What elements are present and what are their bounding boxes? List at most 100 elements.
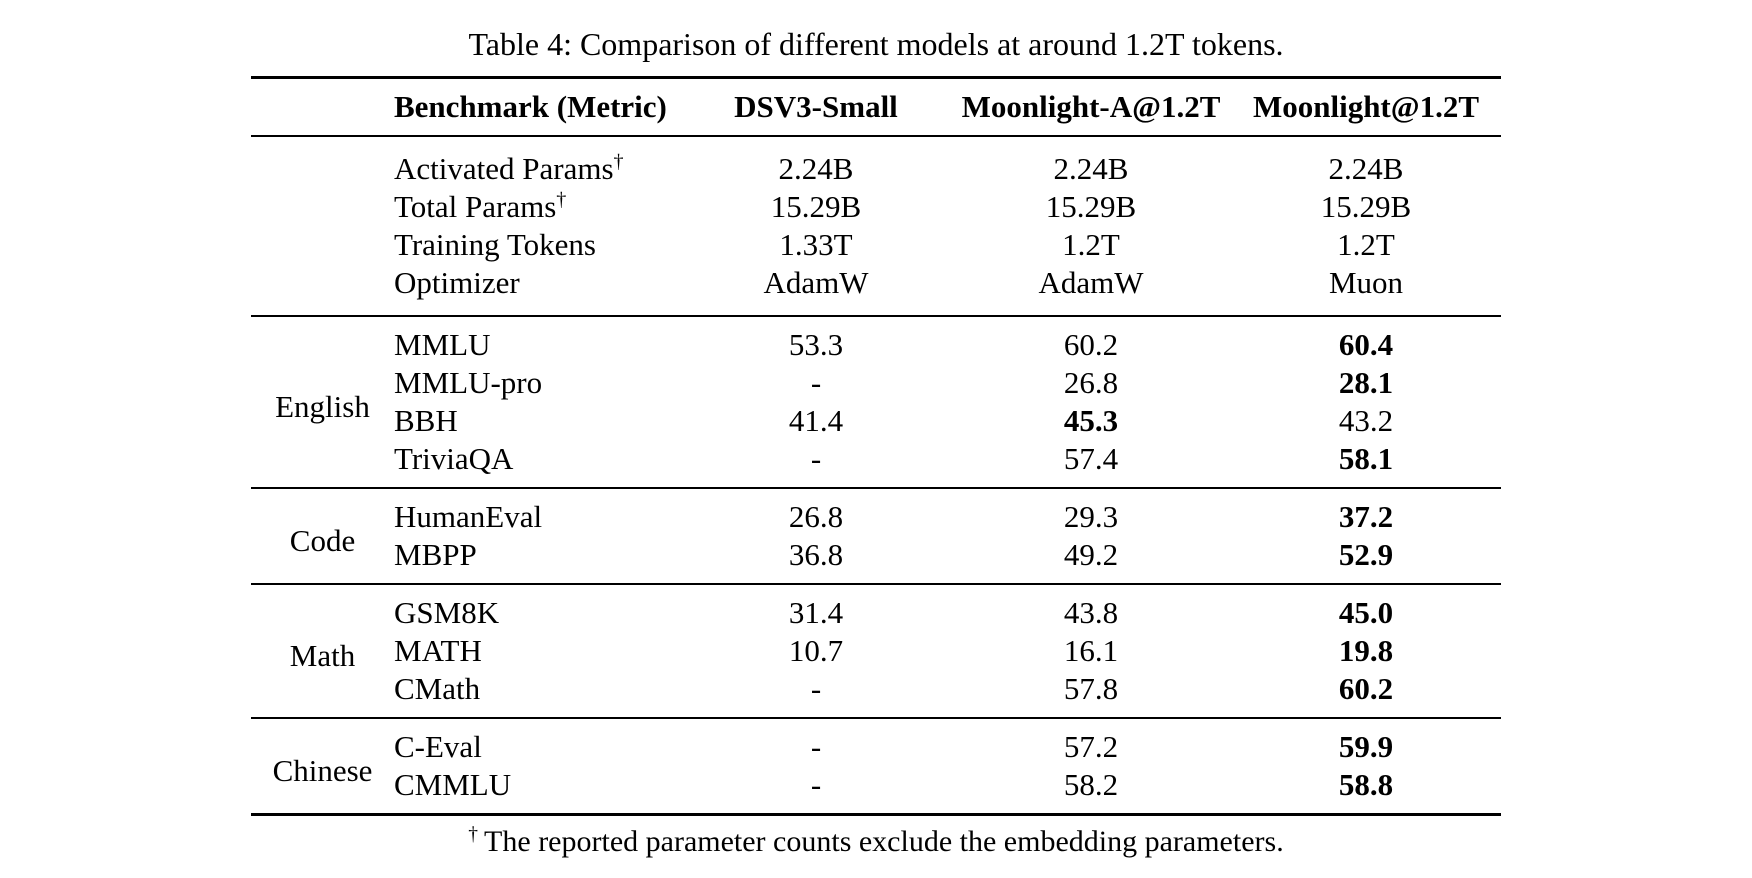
metric-value: - <box>810 365 822 400</box>
metric-value: 26.8 <box>788 499 844 534</box>
header-group <box>251 78 394 137</box>
metric-value: - <box>810 671 822 706</box>
table-row: Math GSM8K 31.4 43.8 45.0 <box>251 584 1501 673</box>
table-row: Total Params† 15.29B 15.29B 15.29B <box>251 188 1501 226</box>
header-moonlight-a: Moonlight-A@1.2T <box>961 89 1221 124</box>
metric-value: 36.8 <box>788 537 844 572</box>
metric-value: 60.2 <box>1338 671 1394 706</box>
benchmark-label: MMLU <box>394 327 491 362</box>
metric-value: 37.2 <box>1338 499 1394 534</box>
metric-value: - <box>810 729 822 764</box>
metric-value: 43.2 <box>1338 403 1394 438</box>
table-row: CMMLU - 58.2 58.8 <box>251 766 1501 815</box>
metric-value: Muon <box>1328 265 1404 300</box>
metric-value: 45.0 <box>1338 595 1394 630</box>
table-row: MATH 10.7 16.1 19.8 <box>251 632 1501 670</box>
metric-value: 57.8 <box>1063 671 1119 706</box>
benchmark-label: Optimizer <box>394 265 520 300</box>
section-math: Math GSM8K 31.4 43.8 45.0 MATH 10.7 16.1… <box>251 584 1501 718</box>
metric-value: - <box>810 767 822 802</box>
benchmark-label: Activated Params† <box>394 150 624 186</box>
metric-value: 52.9 <box>1338 537 1394 572</box>
metric-value: 58.2 <box>1063 767 1119 802</box>
metric-value: 57.2 <box>1063 729 1119 764</box>
metric-value: 1.33T <box>779 227 853 262</box>
metric-value: 2.24B <box>1053 151 1129 186</box>
section-params: Activated Params† 2.24B 2.24B 2.24B Tota… <box>251 136 1501 316</box>
metric-value: 15.29B <box>770 189 862 224</box>
metric-value: 45.3 <box>1063 403 1119 438</box>
table-header: Benchmark (Metric) DSV3-Small Moonlight-… <box>251 78 1501 137</box>
group-label: English <box>275 388 370 424</box>
benchmark-label: MMLU-pro <box>394 365 543 400</box>
group-label: Code <box>289 522 356 558</box>
header-benchmark: Benchmark (Metric) <box>394 89 667 124</box>
benchmark-label: CMMLU <box>394 767 512 802</box>
table-row: CMath - 57.8 60.2 <box>251 670 1501 718</box>
benchmark-label: TriviaQA <box>394 441 514 476</box>
metric-value: 1.2T <box>1062 227 1120 262</box>
metric-value: 60.2 <box>1063 327 1119 362</box>
table-row: English MMLU 53.3 60.2 60.4 <box>251 316 1501 424</box>
metric-value: 59.9 <box>1338 729 1394 764</box>
benchmark-label: BBH <box>394 403 458 438</box>
metric-value: 19.8 <box>1338 633 1394 668</box>
group-label <box>251 136 394 316</box>
comparison-table: Benchmark (Metric) DSV3-Small Moonlight-… <box>251 76 1501 816</box>
table-row: Code HumanEval 26.8 29.3 37.2 <box>251 488 1501 558</box>
metric-value: 43.8 <box>1063 595 1119 630</box>
footnote-text: The reported parameter counts exclude th… <box>484 825 1284 858</box>
metric-value: 29.3 <box>1063 499 1119 534</box>
benchmark-label: GSM8K <box>394 595 500 630</box>
metric-value: 2.24B <box>778 151 854 186</box>
metric-value: 15.29B <box>1045 189 1137 224</box>
table-row: Chinese C-Eval - 57.2 59.9 <box>251 718 1501 788</box>
benchmark-label: MBPP <box>394 537 477 572</box>
metric-value: 10.7 <box>788 633 844 668</box>
dagger-mark: † <box>468 824 479 845</box>
metric-value: 49.2 <box>1063 537 1119 572</box>
metric-value: 41.4 <box>788 403 844 438</box>
table-row: Activated Params† 2.24B 2.24B 2.24B <box>251 136 1501 188</box>
table-footnote: † The reported parameter counts exclude t… <box>0 824 1752 860</box>
table-row: BBH 41.4 45.3 43.2 <box>251 402 1501 440</box>
dagger-mark: † <box>613 150 624 173</box>
metric-value: 58.1 <box>1338 441 1394 476</box>
table-row: MBPP 36.8 49.2 52.9 <box>251 536 1501 584</box>
section-english: English MMLU 53.3 60.2 60.4 MMLU-pro - 2… <box>251 316 1501 488</box>
header-moonlight: Moonlight@1.2T <box>1252 89 1480 124</box>
dagger-mark: † <box>556 188 567 211</box>
table-row: Optimizer AdamW AdamW Muon <box>251 264 1501 316</box>
metric-value: 58.8 <box>1338 767 1394 802</box>
metric-value: AdamW <box>1038 265 1144 300</box>
metric-value: 1.2T <box>1337 227 1395 262</box>
metric-value: 31.4 <box>788 595 844 630</box>
metric-value: 2.24B <box>1328 151 1404 186</box>
metric-value: 16.1 <box>1063 633 1119 668</box>
group-label: Chinese <box>272 752 373 788</box>
metric-value: - <box>810 441 822 476</box>
section-code: Code HumanEval 26.8 29.3 37.2 MBPP 36.8 … <box>251 488 1501 584</box>
benchmark-label: C-Eval <box>394 729 482 764</box>
metric-value: 28.1 <box>1338 365 1394 400</box>
metric-value: AdamW <box>763 265 869 300</box>
table-caption: Table 4: Comparison of different models … <box>468 26 1284 62</box>
group-label: Math <box>289 637 356 673</box>
header-dsv3-small: DSV3-Small <box>734 89 898 124</box>
benchmark-label: MATH <box>394 633 482 668</box>
metric-value: 15.29B <box>1320 189 1412 224</box>
benchmark-label: Training Tokens <box>394 227 596 262</box>
metric-value: 53.3 <box>788 327 844 362</box>
benchmark-label: Total Params† <box>394 188 567 224</box>
benchmark-label: CMath <box>394 671 481 706</box>
table-row: TriviaQA - 57.4 58.1 <box>251 440 1501 488</box>
benchmark-label: HumanEval <box>394 499 543 534</box>
section-chinese: Chinese C-Eval - 57.2 59.9 CMMLU - 58.2 … <box>251 718 1501 815</box>
metric-value: 60.4 <box>1338 327 1394 362</box>
table-row: Training Tokens 1.33T 1.2T 1.2T <box>251 226 1501 264</box>
metric-value: 57.4 <box>1063 441 1119 476</box>
metric-value: 26.8 <box>1063 365 1119 400</box>
header-row: Benchmark (Metric) DSV3-Small Moonlight-… <box>251 78 1501 137</box>
table-row: MMLU-pro - 26.8 28.1 <box>251 364 1501 402</box>
